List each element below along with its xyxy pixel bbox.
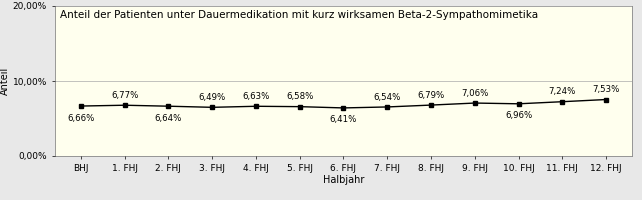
- Text: 6,49%: 6,49%: [198, 93, 226, 102]
- Text: Anteil der Patienten unter Dauermedikation mit kurz wirksamen Beta-2-Sympathomim: Anteil der Patienten unter Dauermedikati…: [60, 10, 539, 21]
- Text: 7,06%: 7,06%: [461, 89, 489, 98]
- Y-axis label: Anteil: Anteil: [0, 67, 10, 95]
- Text: 7,53%: 7,53%: [593, 85, 620, 94]
- Text: 6,64%: 6,64%: [155, 114, 182, 123]
- Text: 6,63%: 6,63%: [242, 92, 270, 101]
- Text: 7,24%: 7,24%: [549, 87, 576, 96]
- Text: 6,66%: 6,66%: [67, 114, 94, 123]
- Text: 6,58%: 6,58%: [286, 92, 313, 101]
- Text: 6,96%: 6,96%: [505, 111, 532, 120]
- X-axis label: Halbjahr: Halbjahr: [323, 175, 364, 185]
- Text: 6,54%: 6,54%: [374, 93, 401, 102]
- Text: 6,41%: 6,41%: [330, 115, 357, 124]
- Text: 6,77%: 6,77%: [111, 91, 138, 100]
- Text: 6,79%: 6,79%: [417, 91, 445, 100]
